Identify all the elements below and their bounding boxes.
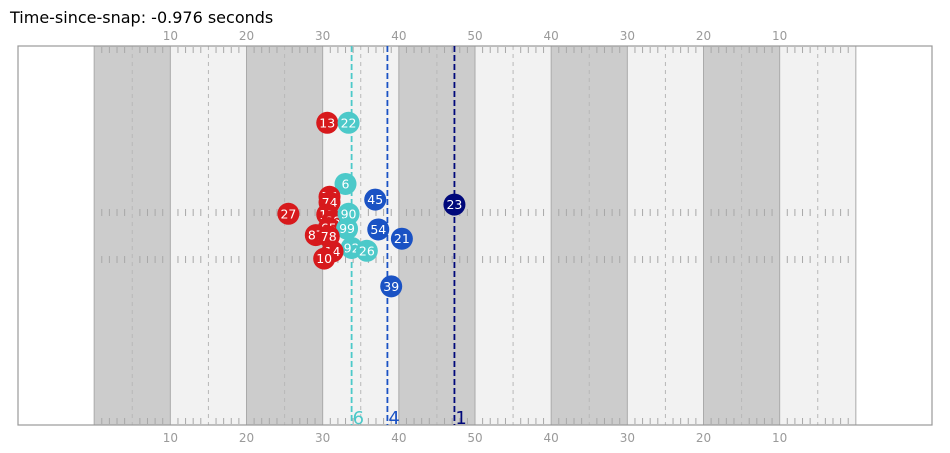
player-marker <box>313 247 336 270</box>
top-tick-label: 30 <box>620 29 635 43</box>
player-number: 22 <box>341 115 357 130</box>
bottom-tick-label: 30 <box>315 431 330 445</box>
player-marker <box>380 275 403 298</box>
player-marker <box>364 188 387 211</box>
top-tick-label: 40 <box>391 29 406 43</box>
top-tick-label: 40 <box>544 29 559 43</box>
bottom-tick-label: 40 <box>391 431 406 445</box>
players: 1322645237674271266906599548778219214261… <box>277 111 466 298</box>
chart-title: Time-since-snap: -0.976 seconds <box>10 8 274 27</box>
top-tick-label: 50 <box>467 29 482 43</box>
top-tick-label: 20 <box>696 29 711 43</box>
bottom-tick-label: 10 <box>163 431 178 445</box>
marker-label: 6 <box>353 408 364 429</box>
player-marker <box>367 218 390 241</box>
yard-gridlines <box>93 46 857 425</box>
player-marker <box>337 111 360 134</box>
bottom-tick-label: 40 <box>544 431 559 445</box>
top-tick-label: 10 <box>772 29 787 43</box>
bottom-tick-label: 20 <box>239 431 254 445</box>
marker-label: 4 <box>388 408 399 429</box>
player-marker <box>355 239 378 262</box>
top-tick-label: 10 <box>163 29 178 43</box>
bottom-tick-label: 30 <box>620 431 635 445</box>
bottom-tick-label: 50 <box>467 431 482 445</box>
player-marker <box>336 217 359 240</box>
yard-tick-labels: 10 10 20 20 30 30 40 40 50 50 40 40 30 30 20 20 10 10 <box>163 29 788 445</box>
field-border <box>17 45 933 426</box>
top-tick-label: 20 <box>239 29 254 43</box>
player-number: 23 <box>446 197 462 212</box>
player-marker <box>390 227 413 250</box>
player-number: 6 <box>342 176 350 191</box>
bottom-tick-label: 20 <box>696 431 711 445</box>
player-marker <box>277 202 300 225</box>
player-marker <box>443 193 466 216</box>
player-marker <box>316 111 339 134</box>
player-number: 27 <box>280 206 296 221</box>
marker-label: 1 <box>455 408 466 429</box>
player-number: 21 <box>394 231 410 246</box>
top-tick-label: 30 <box>315 29 330 43</box>
player-number: 92 <box>344 240 360 255</box>
player-number: 13 <box>319 115 335 130</box>
player-number: 10 <box>316 251 332 266</box>
player-marker <box>334 172 357 195</box>
player-number: 78 <box>321 229 337 244</box>
player-number: 99 <box>339 221 355 236</box>
player-number: 45 <box>367 192 383 207</box>
player-number: 26 <box>359 243 375 258</box>
player-number: 54 <box>370 222 386 237</box>
player-number: 90 <box>341 206 357 221</box>
player-number: 39 <box>383 279 399 294</box>
bottom-tick-label: 10 <box>772 431 787 445</box>
